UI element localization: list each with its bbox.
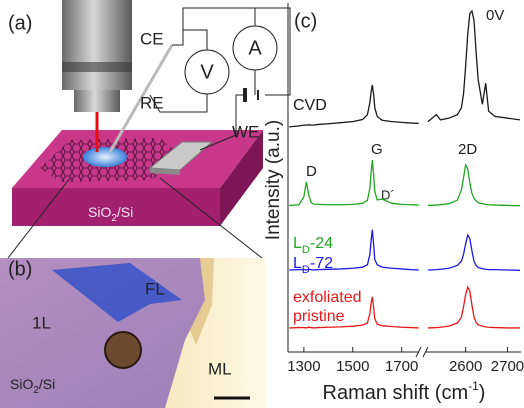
electrode-label: CE: [140, 29, 164, 48]
text: ): [479, 382, 486, 404]
meter-label: V: [200, 61, 214, 83]
x-tick-label: 1700: [385, 358, 418, 375]
x-tick-label: 2600: [449, 358, 482, 375]
annotation: 0V: [486, 7, 504, 24]
spectrum: [428, 11, 520, 122]
x-tick-label: 1300: [287, 358, 320, 375]
text: -72: [310, 255, 333, 272]
text: D: [302, 264, 310, 276]
series-label: pristine: [293, 308, 345, 325]
electrode-label: RE: [140, 93, 164, 112]
panel-label: (b): [8, 258, 32, 280]
electrode-label: WE: [232, 122, 259, 141]
text: SiO: [88, 204, 111, 220]
meter-label: A: [248, 37, 262, 59]
text: L: [293, 235, 302, 252]
x-axis-label: Raman shift (cm-1): [323, 379, 486, 404]
x-tick-label: 1500: [336, 358, 369, 375]
text: -24: [310, 235, 333, 252]
peak-label: G: [371, 141, 383, 158]
text: /Si: [39, 376, 55, 392]
series-label: exfoliated: [293, 289, 362, 306]
series-label: LD-24: [293, 235, 333, 256]
panel-label: (c): [294, 10, 317, 32]
spectrum: [428, 165, 520, 206]
text: Raman shift (cm: [323, 382, 469, 404]
x-tick-label: 2700: [491, 358, 524, 375]
region-label: ML: [208, 359, 232, 378]
text: /Si: [117, 204, 133, 220]
text: SiO: [10, 376, 33, 392]
region-label: FL: [145, 279, 165, 298]
text: L: [293, 255, 302, 272]
y-axis-label: Intensity (a.u.): [263, 120, 284, 240]
spectrum: [428, 287, 520, 328]
peak-label: 2D: [458, 141, 477, 158]
text: -1: [468, 379, 479, 393]
peak-label: D: [306, 163, 317, 180]
series-label: LD-72: [293, 255, 333, 276]
spectrum: [428, 235, 520, 270]
series-label: CVD: [293, 97, 327, 114]
region-label: 1L: [32, 313, 51, 332]
figure: (a) CE RE WE V A SiO2/Si (b) FL 1L SiO2/…: [0, 0, 524, 408]
text: D: [302, 244, 310, 256]
panel-label: (a): [8, 12, 32, 34]
